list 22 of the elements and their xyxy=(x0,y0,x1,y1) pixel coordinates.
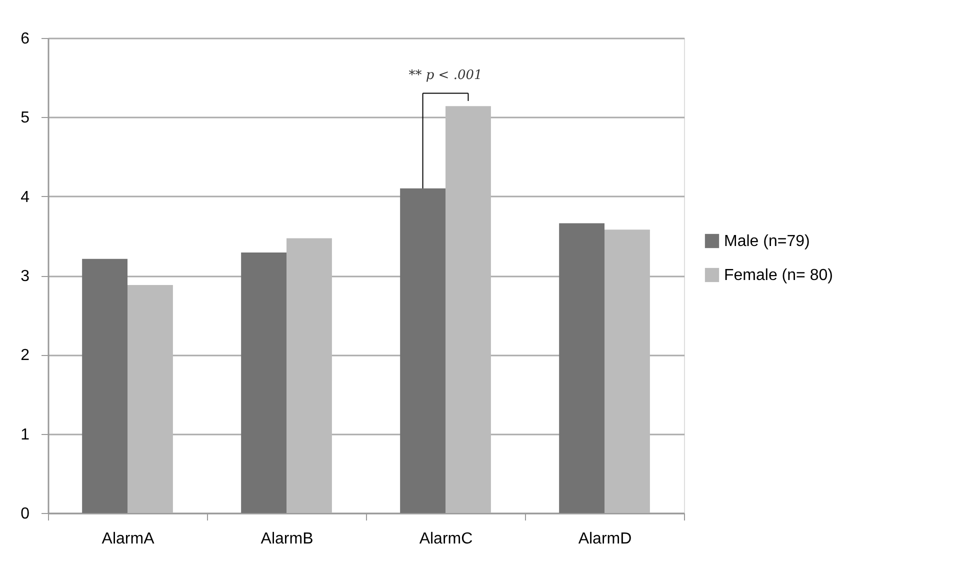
bar xyxy=(82,258,128,513)
legend-label: Male (n=79) xyxy=(724,233,810,250)
y-tick-label: 2 xyxy=(20,347,30,364)
bar xyxy=(400,188,446,513)
y-tick-label: 0 xyxy=(20,506,30,522)
bar xyxy=(604,230,650,513)
y-tick-label: 5 xyxy=(20,110,30,127)
x-tick-label: AlarmC xyxy=(419,530,473,548)
x-tick-label: AlarmD xyxy=(578,530,632,548)
y-tick-label: 4 xyxy=(20,188,30,206)
bar xyxy=(128,285,173,513)
bar xyxy=(446,106,491,513)
bar xyxy=(286,238,332,513)
annotation: ** p < .001 xyxy=(408,68,482,84)
legend-label: Female (n= 80) xyxy=(724,267,833,284)
bar xyxy=(241,252,286,513)
y-tick-label: 3 xyxy=(20,268,30,285)
bar xyxy=(559,223,604,513)
y-tick-label: 6 xyxy=(20,30,30,48)
x-tick-label: AlarmB xyxy=(260,530,314,548)
y-tick-label: 1 xyxy=(20,426,30,444)
x-tick-label: AlarmA xyxy=(102,530,155,548)
